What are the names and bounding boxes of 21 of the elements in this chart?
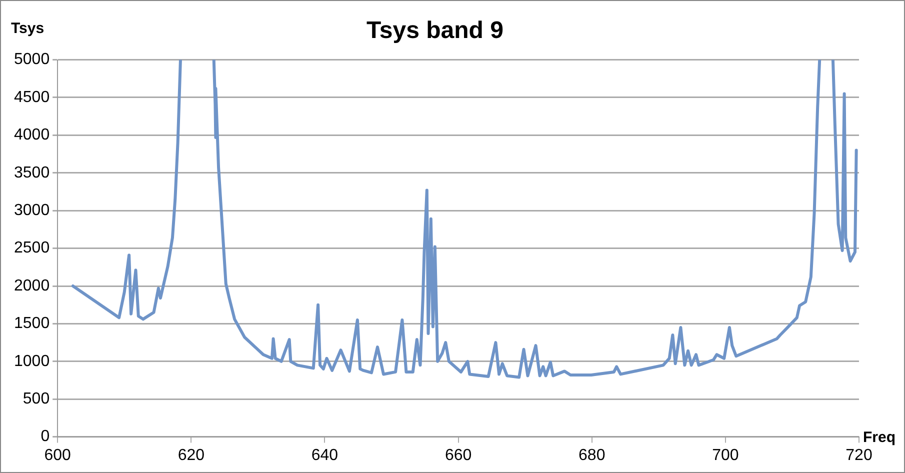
x-tick-label: 620 <box>178 446 205 464</box>
y-tick-label: 500 <box>22 390 50 408</box>
y-tick-label: 1500 <box>14 315 50 332</box>
x-tick-label: 720 <box>846 446 872 464</box>
y-tick-label: 2500 <box>14 240 50 257</box>
x-tick-label: 640 <box>311 446 338 464</box>
y-tick-label: 1000 <box>14 352 50 370</box>
y-tick-label: 2000 <box>14 277 50 294</box>
x-tick-label: 700 <box>712 446 739 464</box>
chart-title: Tsys band 9 <box>366 17 504 44</box>
y-tick-label: 4000 <box>14 126 50 144</box>
y-tick-label: 0 <box>40 428 50 446</box>
x-tick-label: 660 <box>444 446 472 464</box>
x-tick-label: 680 <box>578 446 606 464</box>
y-tick-label: 3000 <box>14 202 50 220</box>
x-axis-title: Freq <box>863 428 896 446</box>
x-tick-label: 600 <box>44 446 72 464</box>
y-tick-label: 5000 <box>14 51 50 68</box>
y-axis-title: Tsys <box>11 20 44 37</box>
y-tick-label: 4500 <box>14 88 50 106</box>
y-tick-label: 3500 <box>14 164 50 182</box>
